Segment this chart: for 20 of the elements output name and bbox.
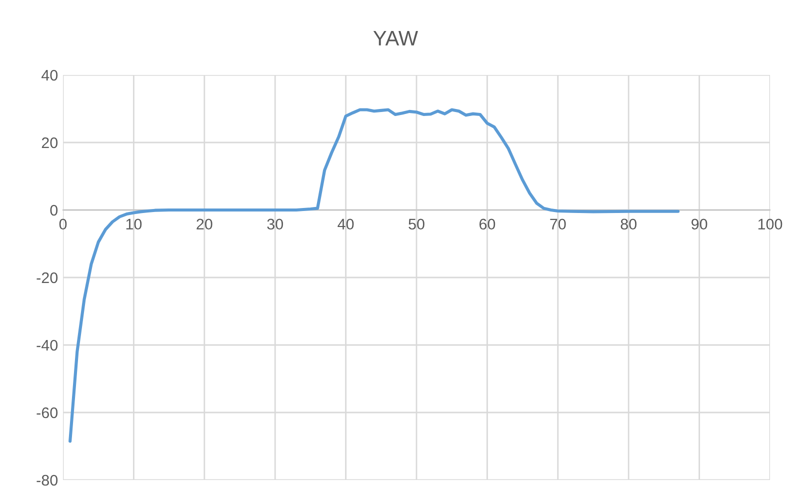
x-tick-label: 20 bbox=[196, 218, 212, 230]
x-tick-label: 50 bbox=[408, 218, 424, 230]
x-tick-label: 30 bbox=[267, 218, 283, 230]
x-tick-label: 60 bbox=[479, 218, 496, 230]
x-tick-label: 80 bbox=[620, 218, 636, 230]
y-tick-label: 0 bbox=[50, 204, 58, 216]
y-tick-label: -20 bbox=[36, 272, 58, 284]
x-tick-label: 0 bbox=[59, 218, 67, 230]
y-tick-label: -80 bbox=[36, 474, 58, 486]
x-tick-label: 70 bbox=[550, 218, 566, 230]
y-tick-label: -40 bbox=[36, 340, 58, 351]
y-tick-label: 20 bbox=[42, 137, 58, 148]
x-tick-label: 100 bbox=[758, 218, 782, 230]
x-tick-label: 10 bbox=[126, 218, 142, 230]
y-tick-label: -60 bbox=[36, 407, 58, 418]
x-tick-label: 90 bbox=[692, 218, 708, 230]
x-tick-label: 40 bbox=[338, 218, 354, 230]
chart-title: YAW bbox=[373, 31, 418, 46]
y-tick-label: 40 bbox=[42, 70, 58, 81]
line-series bbox=[68, 108, 680, 443]
